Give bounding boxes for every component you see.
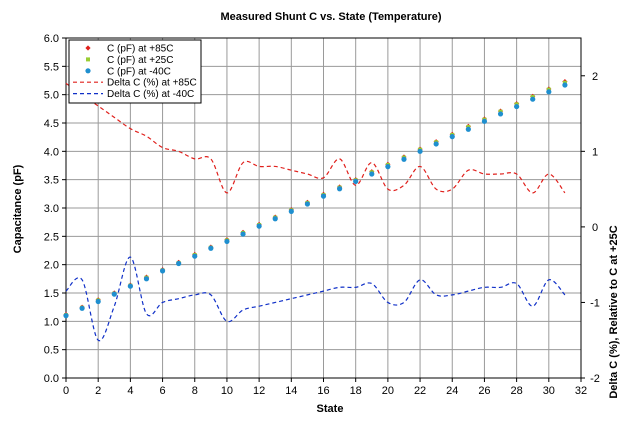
data-point — [514, 103, 520, 110]
data-point — [288, 208, 294, 214]
y-tick-label: 6.0 — [44, 33, 59, 45]
y-tick-label: 1.5 — [44, 288, 59, 300]
x-tick-label: 4 — [127, 385, 133, 397]
x-tick-label: 6 — [160, 385, 166, 397]
series — [63, 79, 568, 342]
x-tick-label: 18 — [350, 385, 362, 397]
series-line — [65, 256, 566, 342]
legend-swatch — [85, 45, 91, 51]
y2-axis-label: Delta C (%), Relative to C at +25C — [608, 225, 620, 398]
x-tick-label: 14 — [285, 385, 297, 397]
data-point — [369, 171, 375, 177]
x-tick-label: 24 — [446, 385, 458, 397]
legend-swatch — [86, 57, 90, 62]
data-point — [385, 164, 391, 170]
data-point — [530, 96, 536, 102]
data-point — [320, 193, 327, 199]
legend-label: C (pF) at +25C — [107, 55, 173, 66]
data-point — [63, 313, 69, 319]
data-point — [433, 141, 439, 147]
chart-title: Measured Shunt C vs. State (Temperature) — [220, 11, 441, 23]
y-tick-label: 0.0 — [44, 373, 59, 385]
y-tick-label: 3.0 — [44, 203, 59, 215]
data-point — [176, 260, 182, 267]
y-tick-label: 2.5 — [44, 231, 59, 243]
data-point — [208, 245, 214, 251]
data-point — [497, 111, 504, 117]
x-tick-label: 30 — [543, 385, 555, 397]
y-tick-label: 4.0 — [44, 146, 59, 158]
data-point — [95, 298, 101, 305]
legend-swatch — [85, 68, 91, 74]
series-4 — [65, 256, 566, 342]
y2-tick-label: -1 — [590, 297, 600, 309]
data-point — [465, 126, 471, 132]
y-tick-label: 2.0 — [44, 260, 59, 272]
y2-tick-label: 2 — [592, 71, 598, 83]
x-tick-label: 20 — [382, 385, 394, 397]
data-point — [159, 268, 166, 274]
data-point — [401, 156, 407, 162]
x-tick-label: 16 — [317, 385, 329, 397]
y-tick-label: 0.5 — [44, 345, 59, 357]
data-point — [417, 148, 423, 154]
data-point — [127, 283, 133, 289]
x-axis-label: State — [317, 403, 344, 415]
data-point — [224, 238, 230, 245]
series-line — [65, 82, 566, 194]
legend-label: Delta C (%) at +85C — [107, 78, 197, 89]
x-tick-label: 12 — [253, 385, 265, 397]
data-point — [449, 134, 455, 140]
y-tick-label: 4.5 — [44, 118, 59, 130]
legend-label: C (pF) at +85C — [107, 44, 173, 55]
data-point — [562, 82, 568, 88]
ticks: 0.0 0.5 1.0 1.5 2.0 2.5 3.0 3.5 4.0 4.5 5.0 5.5 6.0 0… — [44, 33, 587, 397]
legend-label: Delta C (%) at -40C — [107, 89, 194, 100]
data-point — [336, 186, 343, 192]
series-2 — [63, 82, 568, 319]
y2-tick-label: 0 — [592, 222, 598, 234]
x-tick-label: 22 — [414, 385, 426, 397]
y2-tick-label: 1 — [592, 146, 598, 158]
data-point — [192, 253, 198, 259]
right-axis: -2 -1 0 1 2 — [580, 38, 600, 385]
data-point — [353, 178, 359, 184]
x-tick-label: 8 — [192, 385, 198, 397]
data-point — [546, 89, 552, 95]
data-point — [111, 291, 117, 297]
series-3 — [65, 82, 566, 194]
grid — [66, 38, 581, 378]
data-point — [272, 216, 278, 222]
data-point — [240, 231, 246, 237]
data-point — [304, 201, 311, 207]
data-point — [79, 305, 85, 311]
x-tick-label: 28 — [511, 385, 523, 397]
y-tick-label: 5.0 — [44, 90, 59, 102]
y-axis-label: Capacitance (pF) — [12, 164, 24, 253]
data-point — [481, 118, 488, 124]
data-point — [143, 276, 150, 282]
y-tick-label: 5.5 — [44, 61, 59, 73]
y-tick-label: 3.5 — [44, 175, 59, 187]
data-point — [256, 223, 262, 229]
x-tick-label: 10 — [221, 385, 233, 397]
legend-label: C (pF) at -40C — [107, 66, 171, 77]
x-tick-label: 2 — [95, 385, 101, 397]
y2-tick-label: -2 — [590, 373, 600, 385]
y-tick-label: 1.0 — [44, 316, 59, 328]
x-tick-label: 26 — [478, 385, 490, 397]
legend-box — [68, 39, 202, 104]
x-tick-label: 32 — [575, 385, 587, 397]
x-tick-label: 0 — [63, 385, 69, 397]
